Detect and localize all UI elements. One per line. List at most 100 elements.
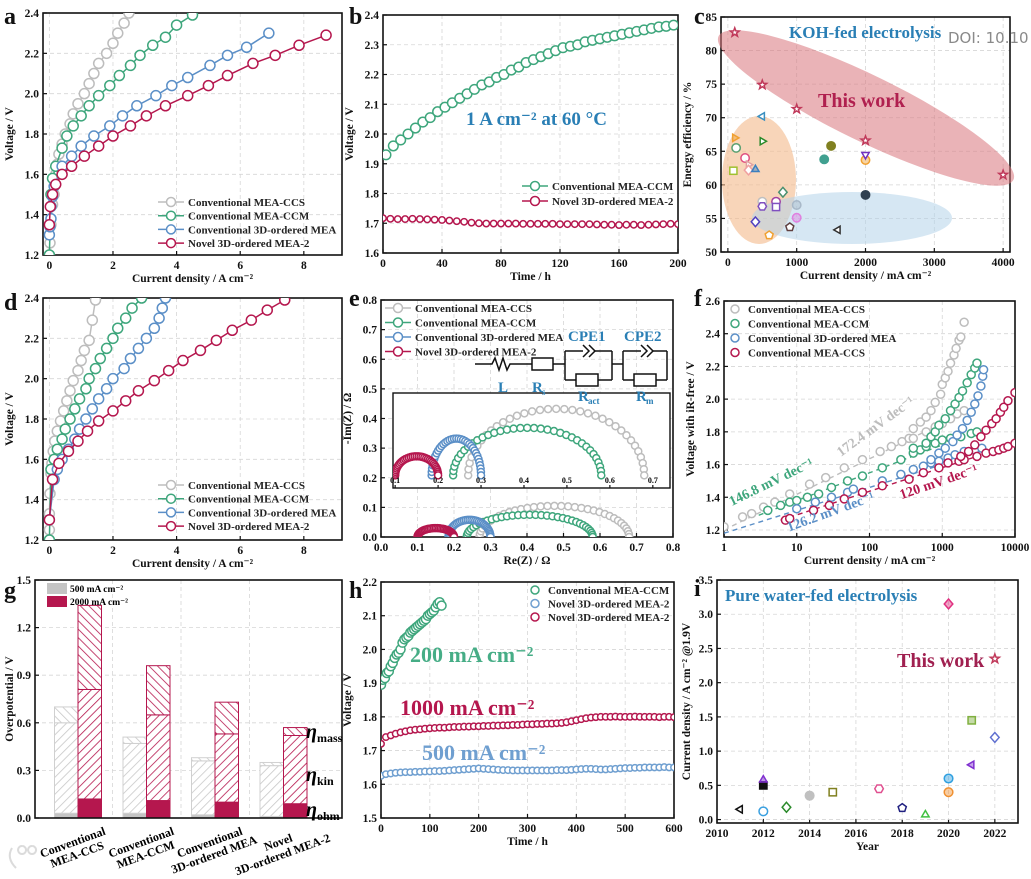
equivalent-circuit	[475, 344, 668, 387]
y-tick-label: 0.6	[17, 718, 32, 730]
data-point	[460, 217, 469, 226]
data-point	[920, 808, 931, 818]
data-point	[746, 508, 757, 519]
data-point	[781, 801, 792, 814]
legend-label: Conventional MEA-CCM	[415, 318, 537, 330]
data-point	[915, 417, 926, 427]
y-tick-label: 0.0	[363, 532, 378, 544]
data-point	[166, 79, 178, 92]
eta-symbol: η	[306, 721, 317, 743]
data-point	[758, 774, 769, 783]
panel-a: a 0 2 4 6 8 1.2 1.4 1.6 1.8 2.0 2.2 2.4 Current densi…	[4, 4, 343, 285]
data-point	[860, 189, 871, 200]
data-point	[118, 362, 130, 375]
inset-plot-area	[393, 404, 649, 480]
data-point	[943, 787, 954, 798]
eta-symbol: η	[306, 799, 317, 821]
data-point	[597, 471, 606, 480]
data-point	[72, 435, 84, 447]
x-axis-label: Current density / A cm⁻²	[132, 273, 254, 285]
inset-x-tick-label: 0.5	[562, 476, 572, 485]
bar-segment-mass	[214, 701, 239, 735]
data-point	[556, 220, 564, 229]
chart-title: KOH-fed electrolysis	[789, 23, 942, 42]
circuit-label-cpe2: CPE2	[624, 329, 662, 345]
x-tick-label: 400	[568, 823, 586, 835]
y-tick-label: 0.6	[363, 354, 378, 366]
bar-segment-kin	[214, 733, 239, 803]
data-point	[57, 405, 70, 417]
data-point	[784, 222, 795, 232]
data-point	[557, 501, 566, 511]
data-point	[181, 89, 194, 102]
legend-label: Conventional 3D-ordered MEA	[188, 507, 336, 519]
data-point	[401, 215, 410, 224]
data-point	[576, 407, 585, 416]
y-tick-label: 1.2	[25, 250, 40, 262]
data-point	[67, 120, 79, 132]
data-point	[64, 385, 76, 397]
y-tick-label: 60	[706, 180, 718, 192]
circuit-label-rm_sub: m	[646, 396, 654, 406]
legend-label: 2000 mA cm⁻²	[70, 598, 128, 608]
data-point	[543, 501, 552, 511]
data-point	[100, 383, 113, 395]
inset-x-tick-label: 0.3	[476, 476, 486, 485]
data-point	[962, 378, 972, 388]
legend-item: Conventional 3D-ordered MEA	[158, 507, 336, 519]
data-point	[100, 342, 113, 355]
chart-title: Pure water-fed electrolysis	[725, 586, 918, 605]
legend-marker	[165, 479, 177, 491]
data-point	[92, 89, 105, 102]
data-point	[839, 463, 850, 473]
legend-marker	[529, 195, 541, 207]
data-point	[445, 216, 454, 225]
y-tick-label: 0.1	[363, 502, 378, 514]
bar-segment-kin	[77, 688, 102, 800]
x-axis-label: Current density / mA cm⁻²	[804, 555, 936, 567]
data-point	[943, 773, 954, 784]
y-tick-label: 2.4	[25, 8, 40, 20]
data-point	[75, 354, 87, 367]
data-point	[808, 505, 819, 516]
legend-swatch	[47, 596, 67, 607]
data-point	[140, 332, 153, 345]
data-point	[104, 120, 116, 132]
data-point	[908, 443, 919, 453]
data-point	[520, 409, 529, 418]
data-point	[75, 140, 87, 152]
legend-item: Conventional MEA-CCM	[158, 210, 310, 223]
data-point	[221, 69, 234, 82]
data-point	[61, 395, 73, 407]
data-point	[886, 441, 897, 452]
panel-e: e 0.0 0.1 0.2 0.3 0.4 0.5 0.6 0.7 0.8 0.0 0.1 0.2 0.3…	[342, 286, 680, 567]
bar-segment-mass	[146, 665, 171, 716]
data-point	[64, 413, 76, 425]
y-tick-label: 0.0	[17, 813, 32, 825]
y-tick-label: 0.2	[363, 473, 378, 485]
data-point	[758, 806, 769, 817]
y-tick-label: 55	[706, 213, 718, 225]
data-point	[967, 715, 977, 725]
data-point	[132, 342, 145, 355]
data-point	[293, 39, 305, 52]
data-point	[750, 163, 761, 173]
data-point	[651, 220, 660, 229]
x-tick-label: 6	[237, 545, 243, 557]
data-point	[791, 200, 802, 210]
current-density-label: 500 mA cm⁻²	[422, 740, 546, 765]
data-point	[452, 217, 461, 226]
x-tick-label: 0.5	[556, 542, 571, 554]
panel-letter: b	[349, 4, 362, 30]
y-tick-label: 1.8	[25, 414, 40, 426]
data-point	[159, 31, 172, 43]
y-tick-label: 2.0	[25, 89, 40, 101]
data-point	[764, 230, 775, 240]
data-point	[516, 423, 525, 433]
data-point	[904, 474, 914, 485]
y-tick-label: 2.6	[706, 296, 721, 308]
data-point	[69, 403, 81, 415]
data-point	[908, 423, 919, 434]
data-point	[415, 215, 424, 224]
